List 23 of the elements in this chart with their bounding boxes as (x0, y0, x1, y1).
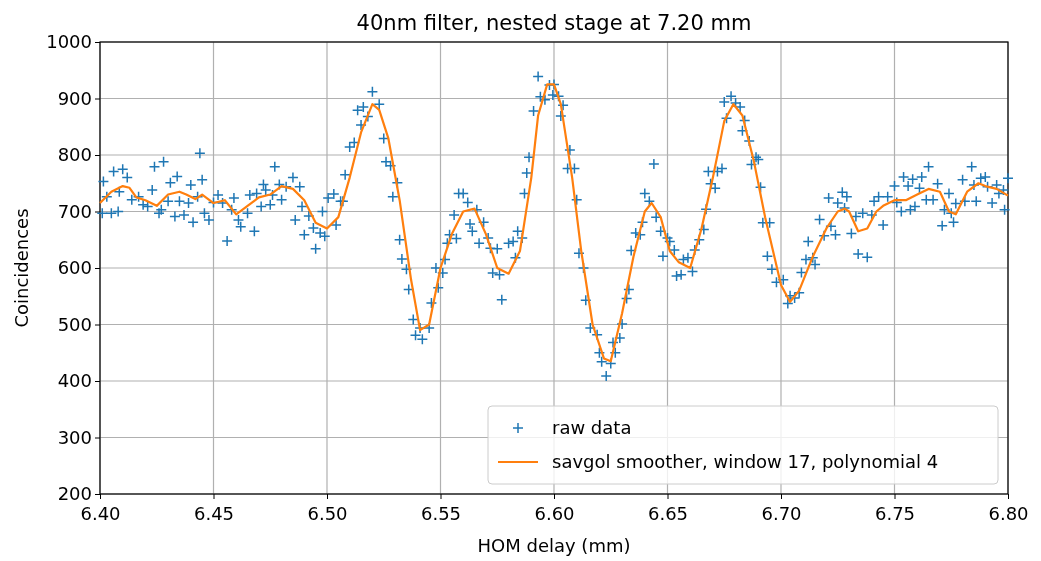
x-tick-label: 6.55 (420, 503, 462, 524)
x-tick-label: 6.70 (761, 503, 802, 524)
x-tick-label: 6.65 (647, 503, 689, 524)
x-axis-title: HOM delay (mm) (477, 535, 631, 556)
y-tick-label: 800 (57, 144, 92, 166)
x-tick-label: 6.80 (988, 503, 1029, 524)
y-tick-label: 300 (57, 426, 92, 448)
x-tick-label: 6.50 (307, 503, 348, 524)
x-tick-label: 6.75 (874, 503, 916, 524)
legend-label: raw data (552, 417, 632, 439)
legend-label: savgol smoother, window 17, polynomial 4 (552, 451, 939, 473)
x-tick-label: 6.45 (193, 503, 235, 524)
y-tick-label: 600 (57, 257, 92, 279)
y-axis-title: Coincidences (11, 208, 32, 328)
y-tick-label: 900 (57, 87, 92, 109)
chart-title: 40nm filter, nested stage at 7.20 mm (356, 11, 752, 35)
x-tick-label: 6.40 (80, 503, 121, 524)
y-tick-label: 500 (57, 313, 92, 335)
y-tick-label: 1000 (46, 31, 92, 53)
x-tick-label: 6.60 (534, 503, 575, 524)
y-tick-label: 700 (57, 200, 92, 222)
y-tick-label: 200 (57, 483, 92, 505)
y-tick-label: 400 (57, 370, 92, 392)
